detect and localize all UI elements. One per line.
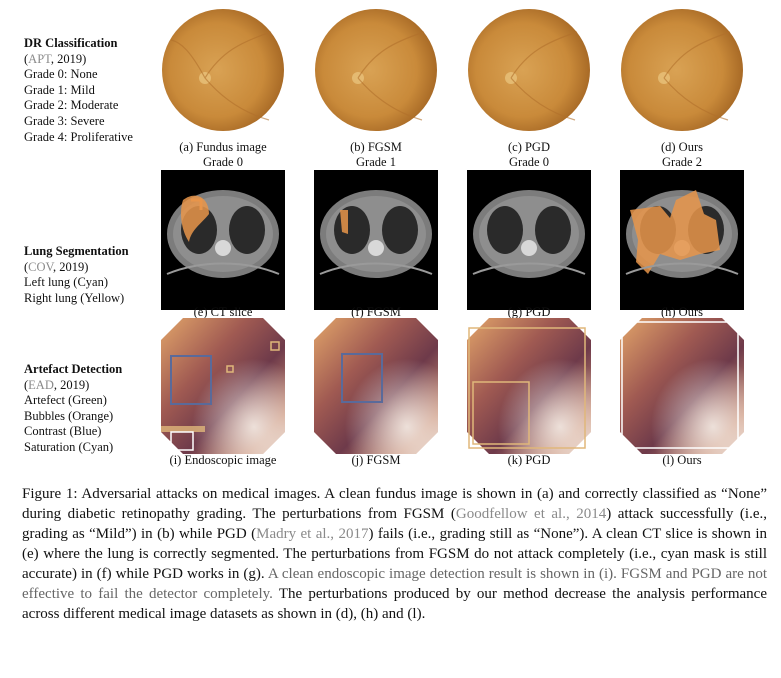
row-heading: DR Classification (24, 36, 118, 50)
legend-line: Contrast (Blue) (24, 424, 102, 439)
citation-link[interactable]: EAD (28, 377, 54, 392)
ct-slice-f (314, 170, 438, 310)
legend-line: Left lung (Cyan) (24, 275, 109, 290)
legend-line: Saturation (Cyan) (24, 439, 114, 454)
row-heading: Artefact Detection (24, 362, 123, 376)
row-source: (COV, 2019) (24, 259, 89, 274)
fundus-image-c (467, 2, 591, 138)
citation-link[interactable]: APT (28, 51, 51, 66)
caption-ct-h: (h) Ours (660, 305, 703, 319)
endoscopic-image-k (467, 318, 591, 454)
figure-caption: Figure 1: Adversarial attacks on medical… (22, 486, 768, 622)
caption-ct-e: (e) CT slice (193, 305, 253, 319)
caption-endo-k: (k) PGD (507, 453, 551, 467)
citation-link[interactable]: Madry et al., 2017 (256, 526, 369, 542)
caption-endo-l: (l) Ours (662, 453, 702, 467)
endoscopic-image-i (161, 318, 285, 454)
fundus-image-a (161, 2, 285, 138)
row-label-artefact: Artefact Detection (EAD, 2019) Artefect … (24, 362, 122, 456)
grade-line: Grade 0: None (24, 67, 98, 82)
caption-ct-g: (g) PGD (507, 305, 551, 319)
endoscopic-image-l (620, 318, 744, 454)
citation-link[interactable]: Goodfellow et al., 2014 (455, 506, 607, 522)
row-source: (APT, 2019) (24, 51, 87, 66)
caption-endo-i: (i) Endoscopic image (169, 453, 277, 467)
ct-slice-e (161, 170, 285, 310)
fundus-image-d (620, 2, 744, 138)
ct-slice-h (620, 170, 744, 310)
ct-slice-g (467, 170, 591, 310)
legend-line: Right lung (Yellow) (24, 290, 125, 305)
caption-fundus-d: (d) Ours Grade 2 (660, 140, 703, 169)
grade-line: Grade 3: Severe (24, 113, 105, 128)
legend-line: Artefect (Green) (24, 393, 107, 408)
grade-line: Grade 4: Proliferative (24, 129, 133, 144)
row-label-dr: DR Classification (APT, 2019) Grade 0: N… (24, 36, 133, 145)
caption-fundus-a: (a) Fundus image Grade 0 (179, 140, 267, 169)
grade-line: Grade 2: Moderate (24, 98, 119, 113)
row-label-lung: Lung Segmentation (COV, 2019) Left lung … (24, 244, 129, 306)
caption-fundus-b: (b) FGSM Grade 1 (350, 140, 402, 169)
legend-line: Bubbles (Orange) (24, 408, 114, 423)
caption-fundus-c: (c) PGD Grade 0 (507, 140, 550, 169)
citation-link[interactable]: COV (28, 259, 53, 274)
grade-line: Grade 1: Mild (24, 82, 95, 97)
row-source: (EAD, 2019) (24, 377, 90, 392)
row-heading: Lung Segmentation (24, 244, 129, 258)
fundus-image-b (314, 2, 438, 138)
endoscopic-image-j (314, 318, 438, 454)
caption-ct-f: (f) FGSM (351, 305, 401, 319)
caption-endo-j: (j) FGSM (351, 453, 401, 467)
